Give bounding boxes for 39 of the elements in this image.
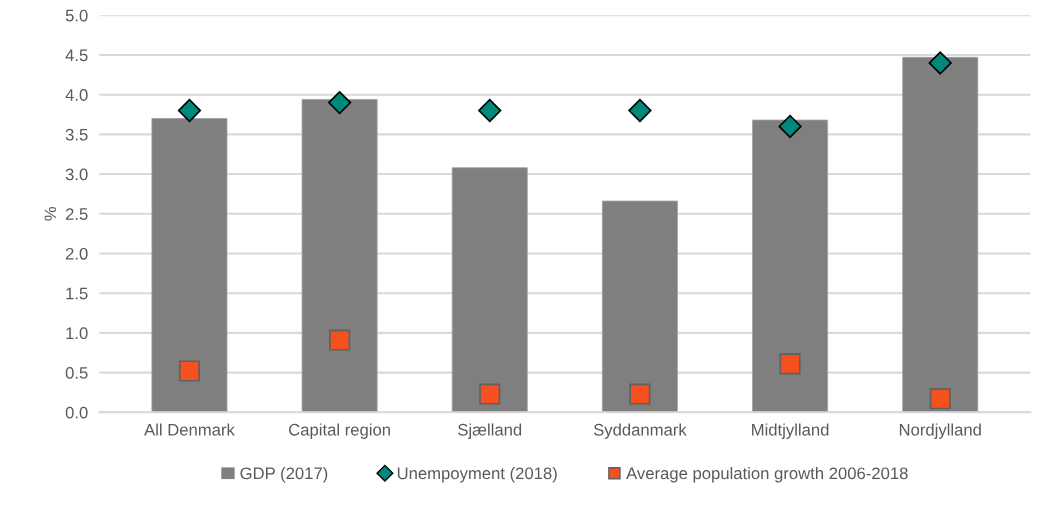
y-tick-label: 5.0 xyxy=(65,9,88,22)
point xyxy=(629,383,651,405)
point xyxy=(479,383,501,405)
bar xyxy=(151,118,228,413)
legend-label: Average population growth 2006-2018 xyxy=(626,466,908,483)
bar xyxy=(902,56,979,413)
point xyxy=(178,360,201,382)
x-tick-label: Nordjylland xyxy=(899,423,981,439)
y-tick-label: 4.5 xyxy=(65,49,88,62)
bar xyxy=(301,99,378,413)
legend-label: Unempoyment (2018) xyxy=(397,466,557,483)
y-tick-label: 2.0 xyxy=(65,247,88,260)
bar xyxy=(752,119,829,413)
y-tick-label: 1.0 xyxy=(66,327,88,340)
x-tick-label: Midtjylland xyxy=(752,423,829,439)
y-tick-label: 0.5 xyxy=(65,366,88,379)
point xyxy=(628,98,652,123)
bar xyxy=(601,200,678,413)
point xyxy=(327,90,352,115)
y-tick-label: 3.0 xyxy=(65,168,88,181)
y-tick-label: 2.5 xyxy=(65,208,88,220)
point xyxy=(177,98,202,123)
y-tick-label: 1.5 xyxy=(66,287,88,300)
point xyxy=(928,51,952,75)
point xyxy=(478,98,502,123)
bar xyxy=(451,167,528,413)
legend-label: GDP (2017) xyxy=(240,466,328,483)
point xyxy=(929,388,951,410)
y-tick-label: 3.5 xyxy=(65,128,88,141)
point xyxy=(778,114,802,139)
y-axis-title: % xyxy=(44,206,57,221)
point xyxy=(779,353,801,375)
x-tick-label: Capital region xyxy=(289,423,390,439)
y-tick-label: 4.0 xyxy=(65,89,88,101)
y-tick-label: 0.0 xyxy=(65,406,88,419)
x-tick-label: Syddanmark xyxy=(593,423,687,439)
point xyxy=(329,329,351,351)
x-tick-label: All Denmark xyxy=(144,423,235,436)
x-tick-label: Sjælland xyxy=(458,423,522,439)
